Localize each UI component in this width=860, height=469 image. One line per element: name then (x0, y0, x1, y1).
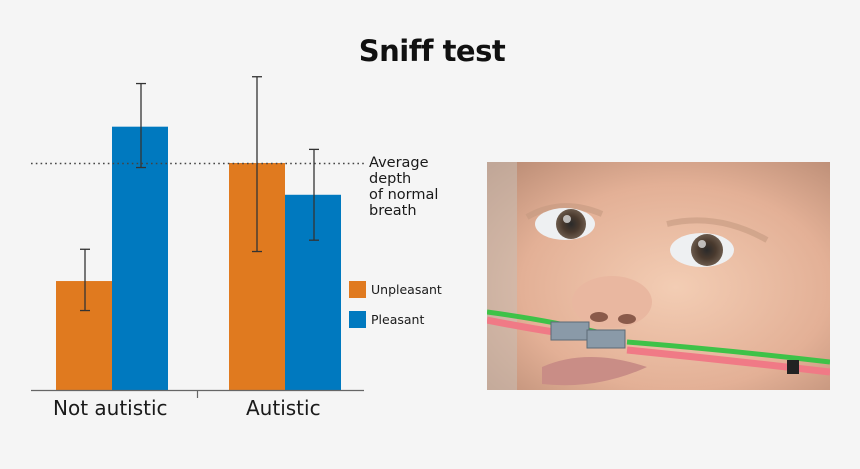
legend-swatch-pleasant (349, 311, 366, 328)
bar-pleasant-not-autistic (112, 126, 168, 391)
bars-group (56, 126, 341, 391)
error-bar (309, 148, 319, 241)
reference-line-annotation: Average depth of normal breath (369, 155, 469, 219)
legend-swatch-unpleasant (349, 281, 366, 298)
photo-illustration (487, 162, 830, 390)
legend-item-unpleasant: Unpleasant (349, 279, 442, 298)
annotation-line: of normal (369, 187, 439, 203)
chart-title: Sniff test (358, 34, 506, 68)
x-label-autistic: Autistic (246, 396, 321, 420)
error-bar (136, 82, 146, 169)
annotation-line: breath (369, 203, 417, 219)
bar-unpleasant-not-autistic (56, 281, 112, 390)
bar-pleasant-autistic (285, 194, 341, 390)
legend-label: Unpleasant (371, 282, 442, 297)
error-bar (80, 248, 90, 312)
child-nasal-cannula-photo (487, 162, 830, 390)
annotation-line: depth (369, 171, 412, 187)
x-label-not-autistic: Not autistic (53, 396, 168, 420)
legend-item-pleasant: Pleasant (349, 309, 424, 328)
legend-label: Pleasant (371, 312, 425, 327)
annotation-line: Average (369, 155, 429, 171)
